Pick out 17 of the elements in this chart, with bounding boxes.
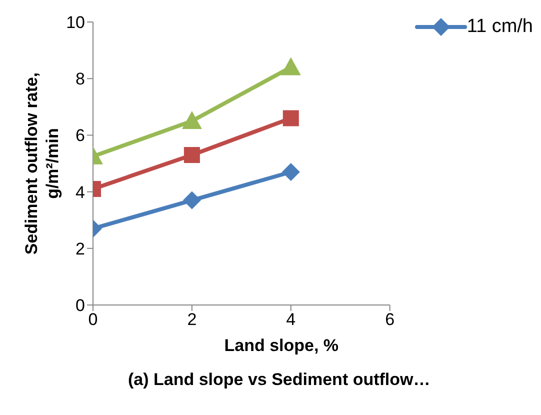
x-tick-label: 0 <box>88 310 98 330</box>
point <box>282 162 300 181</box>
y-tick-label: 10 <box>66 13 85 32</box>
point <box>282 110 299 126</box>
x-axis-title: Land slope, % <box>224 336 339 355</box>
y-tick-label: 8 <box>76 70 85 89</box>
point <box>280 57 301 76</box>
x-tick-label: 6 <box>385 310 395 330</box>
x-tick-label: 2 <box>187 310 197 330</box>
x-tick-label: 4 <box>286 310 296 330</box>
y-tick-label: 0 <box>76 296 85 316</box>
legend-label: 11 cm/h <box>466 16 533 38</box>
y-tick-label: 6 <box>76 126 85 146</box>
text: (a) Land slope vs Sediment outflow… <box>128 370 430 390</box>
y-axis-title: Sediment outflow rate, g/m²/min <box>22 72 62 255</box>
y-tick-label: 4 <box>76 182 85 202</box>
y-tick-label: 2 <box>76 239 85 258</box>
